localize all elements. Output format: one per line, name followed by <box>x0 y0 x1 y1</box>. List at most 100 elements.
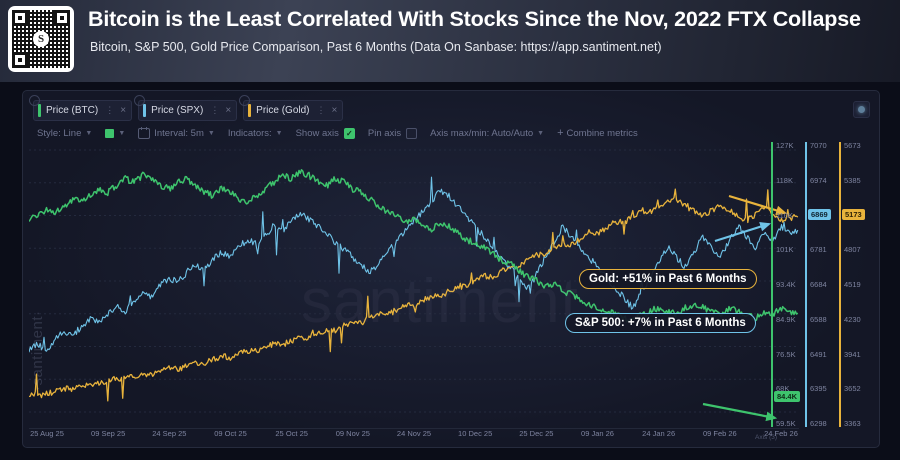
axis-minmax-label: Axis max/min: Auto/Auto <box>430 127 534 139</box>
axis-spine <box>805 142 807 427</box>
axis-tick-label: 101K <box>776 245 794 255</box>
series-color-gold <box>248 104 252 117</box>
axis-caption: Axis (3) <box>755 434 778 441</box>
tab-menu-icon[interactable]: ⋮ <box>105 105 116 115</box>
chevron-down-icon: ▼ <box>85 129 93 137</box>
axis-tick-label: 6298 <box>810 419 827 428</box>
axis-spine <box>771 142 773 427</box>
axis-tick-label: 3652 <box>844 384 861 394</box>
tab-close-icon[interactable]: × <box>120 105 127 116</box>
axis-current-value-badge: 6869 <box>808 209 831 220</box>
x-axis-tick-label: 24 Feb 26 <box>764 429 798 438</box>
price-axes: 127K 118K 110K 101K 93.4K 84.9K 76.5K 68K 59.5K 8… <box>755 139 875 441</box>
combine-metrics-button[interactable]: + Combine metrics <box>557 127 638 139</box>
axis-tick-label: 3941 <box>844 349 861 359</box>
tab-close-icon[interactable]: × <box>225 105 232 116</box>
x-axis-tick-label: 09 Sep 25 <box>91 429 126 438</box>
qr-code[interactable]: S <box>8 6 74 72</box>
chart-toolbar: Style: Line ▼ ▼ Interval: 5m ▼ Indicator… <box>37 126 651 139</box>
indicators-selector[interactable]: Indicators: ▼ <box>228 128 283 139</box>
style-selector[interactable]: Style: Line ▼ <box>37 128 92 139</box>
axis-tick-label: 4807 <box>844 245 861 255</box>
axis-tick-label: 110K <box>776 210 793 220</box>
tab-menu-icon[interactable]: ⋮ <box>316 105 327 115</box>
series-line <box>29 188 799 402</box>
axis-tick-label: 127K <box>776 141 794 150</box>
x-axis-line <box>29 428 799 429</box>
metric-tab-btc[interactable]: Price (BTC) ⋮ × <box>29 95 133 121</box>
chevron-down-icon: ▼ <box>207 129 215 137</box>
page-subtitle: Bitcoin, S&P 500, Gold Price Comparison,… <box>90 40 662 54</box>
chevron-down-icon: ▼ <box>537 129 545 137</box>
axis-tick-label: 3363 <box>844 419 861 428</box>
qr-pattern: S <box>12 10 70 68</box>
chart-panel: Price (BTC) ⋮ × Price (SPX) ⋮ × Price (G… <box>22 90 880 448</box>
tab-handle-icon[interactable] <box>134 95 146 106</box>
axis-tick-label: 7070 <box>810 141 827 150</box>
style-label: Style: Line <box>37 127 82 139</box>
axis-current-value-badge: 5173 <box>842 209 865 220</box>
gear-icon <box>858 106 865 113</box>
tab-handle-icon[interactable] <box>29 95 40 106</box>
metric-tab-spx[interactable]: Price (SPX) ⋮ × <box>134 95 238 121</box>
x-axis-tick-label: 24 Jan 26 <box>642 429 676 438</box>
metric-tab-label: Price (SPX) <box>151 105 204 116</box>
axis-current-value-badge: 84.4K <box>774 391 801 402</box>
tab-close-icon[interactable]: × <box>331 105 338 116</box>
metric-tab-gold[interactable]: Price (Gold) ⋮ × <box>239 95 344 121</box>
header-banner: S Bitcoin is the Least Correlated With S… <box>0 0 900 82</box>
axis-tick-label: 4230 <box>844 314 861 324</box>
show-axis-label: Show axis <box>295 127 339 139</box>
x-axis[interactable]: 25 Aug 25 09 Sep 25 24 Sep 25 09 Oct 25 25 O… <box>29 429 799 443</box>
calendar-icon <box>138 126 151 139</box>
axis-tick-label: 6395 <box>810 384 827 394</box>
axis-btc[interactable]: 127K 118K 110K 101K 93.4K 84.9K 76.5K 68K 59.5K 8… <box>755 139 804 441</box>
axis-tick-label: 6588 <box>810 314 827 324</box>
axis-spine <box>839 142 841 427</box>
axis-tick-label: 84.9K <box>776 314 796 324</box>
chevron-down-icon: ▼ <box>275 129 283 137</box>
color-swatch-icon <box>105 128 115 138</box>
axis-spx[interactable]: 7070697468786781668465886491639562986869 <box>805 139 838 431</box>
x-axis-tick-label: 25 Oct 25 <box>275 429 308 438</box>
x-axis-tick-label: 24 Sep 25 <box>152 429 187 438</box>
axis-tick-label: 4519 <box>844 280 861 289</box>
series-color-btc <box>38 104 41 117</box>
checkbox-checked-icon[interactable]: ✓ <box>343 127 355 139</box>
x-axis-tick-label: 09 Nov 25 <box>335 429 370 438</box>
axis-gold[interactable]: 5673538550964807451942303941365233635173 <box>839 139 872 431</box>
axis-tick-label: 5673 <box>844 141 861 150</box>
combine-metrics-label: Combine metrics <box>566 127 638 139</box>
axis-tick-label: 68K <box>776 384 790 394</box>
x-axis-tick-label: 09 Feb 26 <box>702 429 737 438</box>
x-axis-tick-label: 10 Dec 25 <box>458 429 493 438</box>
indicators-label: Indicators: <box>227 127 272 139</box>
x-axis-tick-label: 09 Oct 25 <box>214 429 247 438</box>
metric-tab-label: Price (Gold) <box>256 105 310 116</box>
qr-eye-top-right <box>54 10 70 26</box>
interval-selector[interactable]: Interval: 5m ▼ <box>138 126 215 139</box>
annotation-gold: Gold: +51% in Past 6 Months <box>579 269 757 289</box>
panel-settings-button[interactable] <box>853 101 870 118</box>
axis-tick-label: 6974 <box>810 175 827 185</box>
tab-menu-icon[interactable]: ⋮ <box>210 105 221 115</box>
axis-tick-label: 5385 <box>844 175 861 185</box>
checkbox-unchecked-icon[interactable] <box>406 127 418 139</box>
show-axis-toggle[interactable]: Show axis ✓ <box>295 127 355 139</box>
page-title: Bitcoin is the Least Correlated With Sto… <box>88 7 861 31</box>
qr-logo-letter: S <box>33 31 49 47</box>
series-color-spx <box>143 104 147 117</box>
color-selector[interactable]: ▼ <box>105 128 126 138</box>
axis-tick-label: 6491 <box>810 349 827 359</box>
axis-tick-label: 76.5K <box>776 349 796 359</box>
axis-minmax-selector[interactable]: Axis max/min: Auto/Auto ▼ <box>430 128 544 139</box>
metric-tabs: Price (BTC) ⋮ × Price (SPX) ⋮ × Price (G… <box>29 95 349 121</box>
axis-tick-label: 6684 <box>810 280 827 289</box>
chevron-down-icon: ▼ <box>118 129 126 137</box>
tab-handle-icon[interactable] <box>239 95 251 106</box>
interval-label: Interval: 5m <box>154 127 204 139</box>
metric-tab-label: Price (BTC) <box>46 105 99 116</box>
qr-eye-top-left <box>12 10 28 26</box>
pin-axis-toggle[interactable]: Pin axis <box>368 127 418 139</box>
